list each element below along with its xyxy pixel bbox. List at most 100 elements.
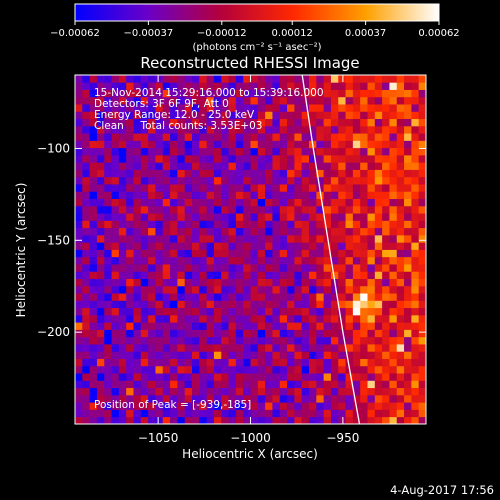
- heatmap-cell: [257, 344, 266, 352]
- heatmap-cell: [309, 314, 317, 323]
- heatmap-cell: [155, 351, 164, 359]
- heatmap-cell: [257, 75, 266, 83]
- heatmap-cell: [221, 293, 229, 301]
- heatmap-cell: [228, 271, 237, 279]
- heatmap-cell: [206, 82, 215, 90]
- heatmap-cell: [411, 184, 420, 192]
- heatmap-cell: [360, 220, 368, 229]
- heatmap-cell: [323, 256, 332, 265]
- heatmap-cell: [338, 329, 346, 338]
- heatmap-cell: [265, 140, 273, 149]
- heatmap-cell: [192, 104, 200, 112]
- heatmap-cell: [89, 402, 98, 410]
- heatmap-cell: [235, 278, 244, 287]
- heatmap-cell: [345, 198, 354, 207]
- heatmap-cell: [396, 329, 405, 338]
- heatmap-cell: [345, 169, 354, 178]
- heatmap-cell: [104, 307, 112, 316]
- heatmap-cell: [243, 82, 251, 90]
- heatmap-cell: [316, 322, 325, 330]
- heatmap-cell: [272, 416, 281, 424]
- heatmap-cell: [126, 387, 134, 396]
- heatmap-cell: [199, 147, 208, 156]
- heatmap-cell: [96, 336, 105, 345]
- heatmap-cell: [374, 191, 383, 199]
- heatmap-cell: [352, 184, 361, 192]
- x-axis-label: Heliocentric X (arcsec): [182, 447, 318, 461]
- heatmap-cell: [367, 82, 376, 90]
- heatmap-cell: [404, 351, 412, 359]
- heatmap-cell: [367, 154, 376, 163]
- heatmap-cell: [330, 89, 339, 98]
- heatmap-cell: [213, 300, 222, 309]
- heatmap-cell: [382, 351, 390, 359]
- heatmap-cell: [213, 125, 222, 134]
- heatmap-cell: [279, 293, 288, 301]
- heatmap-cell: [184, 329, 193, 338]
- heatmap-cell: [133, 336, 142, 345]
- heatmap-cell: [382, 336, 390, 345]
- heatmap-cell: [360, 249, 368, 258]
- heatmap-cell: [345, 409, 354, 418]
- heatmap-cell: [360, 380, 368, 389]
- heatmap-cell: [360, 104, 368, 112]
- heatmap-cell: [309, 373, 317, 381]
- heatmap-cell: [170, 125, 178, 134]
- heatmap-cell: [294, 169, 303, 178]
- heatmap-cell: [243, 227, 251, 236]
- heatmap-cell: [396, 365, 405, 374]
- heatmap-cell: [170, 249, 178, 258]
- heatmap-cell: [265, 314, 273, 323]
- heatmap-cell: [177, 300, 186, 309]
- heatmap-cell: [235, 256, 244, 265]
- heatmap-cell: [250, 293, 259, 301]
- heatmap-cell: [257, 416, 266, 424]
- heatmap-cell: [126, 242, 134, 250]
- heatmap-cell: [279, 314, 288, 323]
- heatmap-cell: [294, 394, 303, 403]
- heatmap-cell: [382, 293, 390, 301]
- heatmap-cell: [279, 365, 288, 374]
- heatmap-cell: [301, 249, 310, 258]
- heatmap-cell: [316, 329, 325, 338]
- heatmap-cell: [104, 271, 112, 279]
- heatmap-cell: [360, 96, 368, 105]
- heatmap-cell: [279, 227, 288, 236]
- heatmap-cell: [323, 118, 332, 127]
- heatmap-cell: [111, 416, 120, 424]
- heatmap-cell: [199, 380, 208, 389]
- heatmap-cell: [301, 293, 310, 301]
- heatmap-cell: [104, 256, 112, 265]
- heatmap-cell: [170, 147, 178, 156]
- heatmap-cell: [411, 125, 420, 134]
- heatmap-cell: [199, 118, 208, 127]
- heatmap-cell: [250, 169, 259, 178]
- heatmap-cell: [250, 358, 259, 367]
- heatmap-cell: [287, 213, 295, 221]
- heatmap-cell: [221, 322, 229, 330]
- heatmap-cell: [396, 140, 405, 149]
- heatmap-cell: [257, 176, 266, 185]
- heatmap-cell: [192, 307, 200, 316]
- heatmap-cell: [140, 234, 149, 243]
- heatmap-cell: [213, 227, 222, 236]
- heatmap-cell: [213, 220, 222, 229]
- heatmap-cell: [148, 118, 156, 127]
- heatmap-cell: [272, 104, 281, 112]
- heatmap-cell: [250, 234, 259, 243]
- heatmap-cell: [82, 198, 91, 207]
- heatmap-cell: [389, 198, 398, 207]
- heatmap-cell: [309, 351, 317, 359]
- heatmap-cell: [257, 104, 266, 112]
- heatmap-cell: [75, 169, 83, 178]
- heatmap-cell: [148, 104, 156, 112]
- heatmap-cell: [345, 140, 354, 149]
- heatmap-cell: [206, 227, 215, 236]
- heatmap-cell: [111, 184, 120, 192]
- heatmap-cell: [338, 409, 346, 418]
- heatmap-cell: [243, 191, 251, 199]
- heatmap-cell: [118, 184, 127, 192]
- heatmap-cell: [155, 111, 164, 120]
- heatmap-cell: [250, 125, 259, 134]
- heatmap-cell: [235, 118, 244, 127]
